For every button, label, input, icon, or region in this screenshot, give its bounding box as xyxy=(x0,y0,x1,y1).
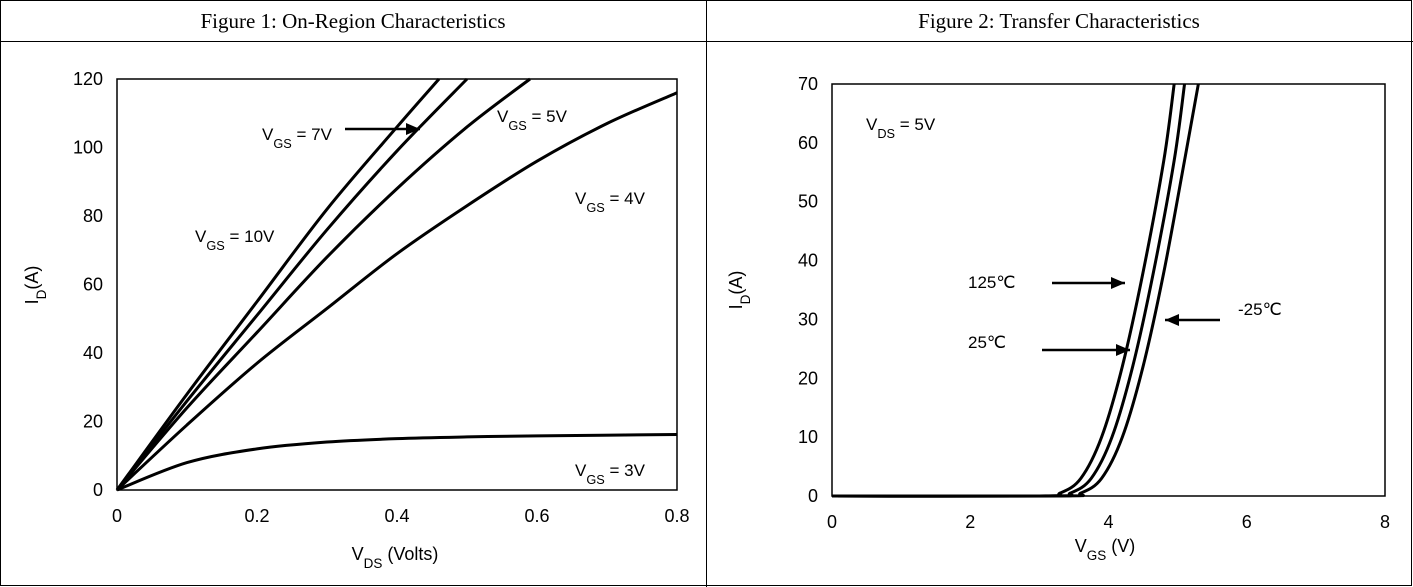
y-tick-label: 50 xyxy=(798,192,818,212)
chart-title: Figure 2: Transfer Characteristics xyxy=(918,9,1200,33)
plot-frame xyxy=(832,84,1385,496)
series-label: VGS = 10V xyxy=(195,227,275,253)
y-tick-label: 60 xyxy=(798,133,818,153)
x-tick-label: 0.6 xyxy=(524,506,549,526)
y-tick-label: 70 xyxy=(798,74,818,94)
x-tick-label: 0 xyxy=(112,506,122,526)
x-tick-label: 6 xyxy=(1242,512,1252,532)
y-tick-label: 30 xyxy=(798,309,818,329)
annotation: VDS = 5V xyxy=(866,115,936,141)
y-tick-label: 10 xyxy=(798,427,818,447)
y-tick-label: 80 xyxy=(83,206,103,226)
x-tick-label: 0.8 xyxy=(664,506,689,526)
series-label: VGS = 3V xyxy=(575,461,646,487)
y-tick-label: 20 xyxy=(798,368,818,388)
y-tick-label: 0 xyxy=(93,480,103,500)
series-label: VGS = 7V xyxy=(262,125,333,151)
y-tick-label: 20 xyxy=(83,412,103,432)
x-axis-label: VDS (Volts) xyxy=(352,544,439,571)
chart-title: Figure 1: On-Region Characteristics xyxy=(200,9,505,33)
figure-table: Figure 1: On-Region Characteristics02040… xyxy=(0,0,1413,587)
y-tick-label: 120 xyxy=(73,69,103,89)
series-label: VGS = 4V xyxy=(575,189,646,215)
x-axis-label: VGS (V) xyxy=(1075,536,1136,563)
x-tick-label: 8 xyxy=(1380,512,1390,532)
x-tick-label: 4 xyxy=(1103,512,1113,532)
arrow-head xyxy=(1165,314,1179,326)
series-label: 125℃ xyxy=(968,273,1015,292)
y-tick-label: 40 xyxy=(798,251,818,271)
y-tick-label: 40 xyxy=(83,343,103,363)
y-axis-label: ID(A) xyxy=(726,271,753,310)
series-label: -25℃ xyxy=(1238,300,1282,319)
y-tick-label: 60 xyxy=(83,275,103,295)
series-label: 25℃ xyxy=(968,333,1006,352)
y-tick-label: 0 xyxy=(808,486,818,506)
y-axis-label: ID(A) xyxy=(22,266,49,305)
x-tick-label: 0.2 xyxy=(244,506,269,526)
x-tick-label: 0.4 xyxy=(384,506,409,526)
plot-frame xyxy=(117,79,677,490)
arrow-head xyxy=(1111,277,1125,289)
series-label: VGS = 5V xyxy=(497,107,568,133)
x-tick-label: 2 xyxy=(965,512,975,532)
x-tick-label: 0 xyxy=(827,512,837,532)
y-tick-label: 100 xyxy=(73,138,103,158)
